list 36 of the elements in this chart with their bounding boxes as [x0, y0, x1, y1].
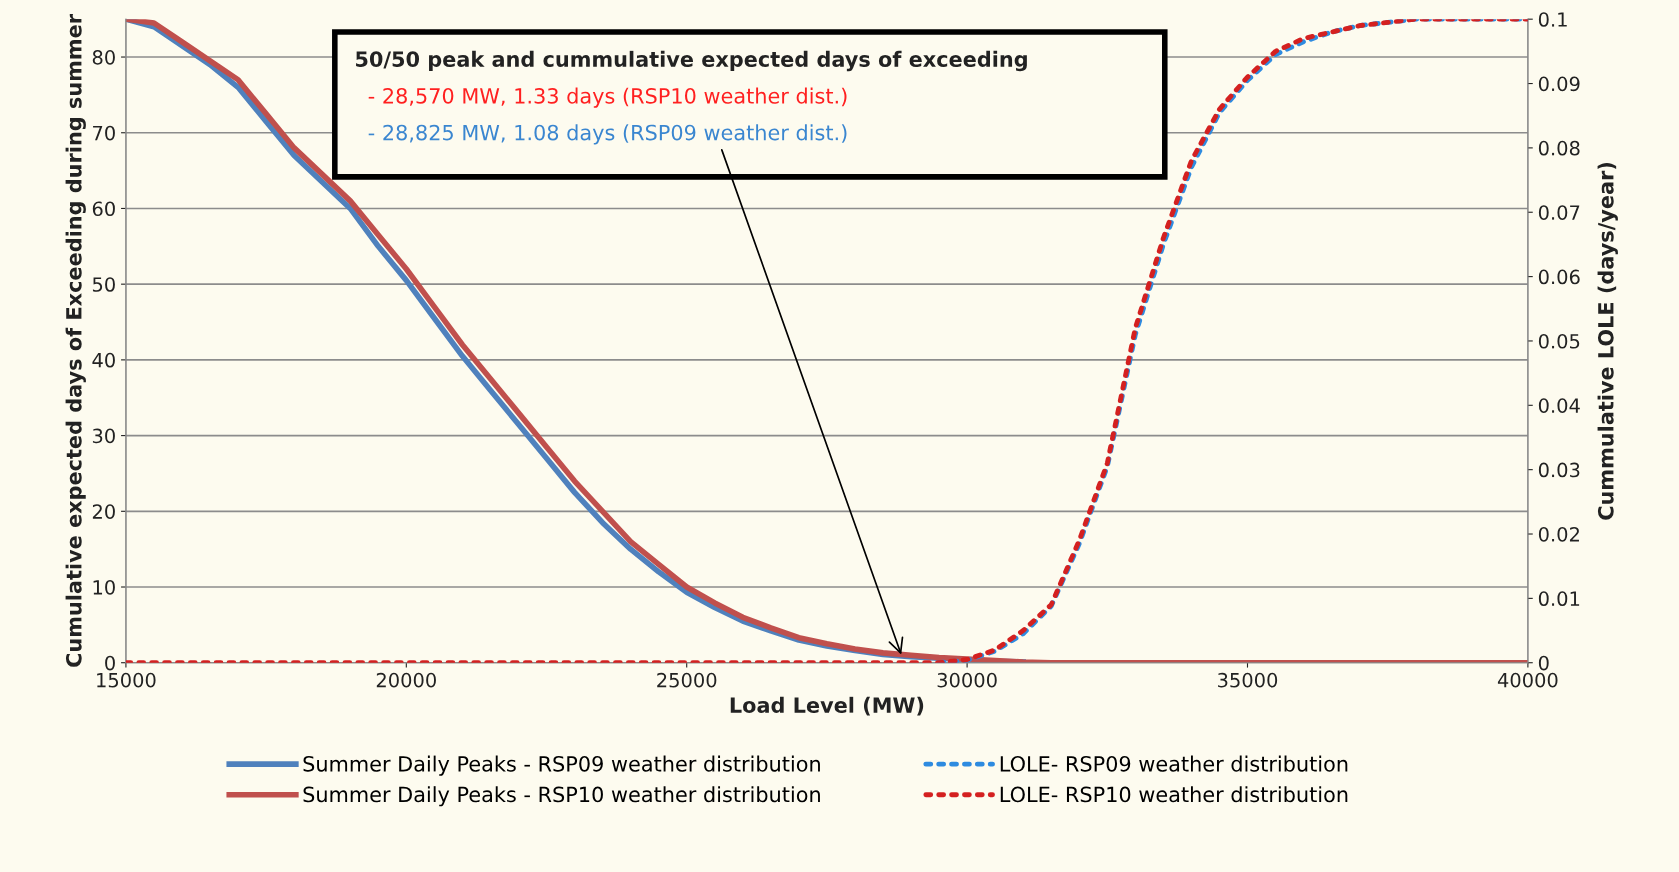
legend-label: LOLE- RSP09 weather distribution [1000, 755, 1348, 772]
y-tick-label: 10 [93, 579, 115, 595]
legend-label: LOLE- RSP10 weather distribution [1000, 786, 1348, 803]
y-axis-title: Cumulative expected days of Exceeding during summer [65, 14, 86, 667]
x-tick-label: 20000 [376, 672, 436, 688]
y2-tick-label: 0.03 [1538, 462, 1580, 478]
legend-label: Summer Daily Peaks - RSP09 weather distribution [303, 755, 820, 776]
y-tick-label: 0 [105, 655, 115, 671]
annotation: - 28,570 MW, 1.33 days (RSP10 weather dist.) [368, 87, 847, 108]
y2-axis-title: Cummulative LOLE (days/year) [1597, 162, 1618, 520]
y2-tick-label: 0 [1538, 655, 1549, 671]
x-tick-label: 30000 [937, 672, 997, 688]
y2-tick-label: 0.06 [1538, 269, 1580, 285]
y-tick-label: 40 [92, 352, 115, 368]
annotation: - 28,825 MW, 1.08 days (RSP09 weather dist.) [368, 124, 847, 145]
legend-label: Summer Daily Peaks - RSP10 weather distribution [303, 786, 820, 807]
y2-tick-label: 0.07 [1538, 205, 1580, 220]
y-tick-label: 70 [93, 125, 115, 141]
y2-tick-label: 0.1 [1538, 12, 1567, 27]
x-axis-title: Load Level (MW) [730, 696, 924, 716]
x-tick-label: 40000 [1497, 672, 1558, 688]
x-tick-label: 25000 [657, 672, 717, 688]
y-tick-label: 80 [92, 50, 115, 65]
y-tick-label: 60 [92, 201, 115, 217]
y-tick-label: 30 [92, 428, 115, 444]
x-tick-label: 15000 [97, 672, 156, 688]
y2-tick-label: 0.02 [1538, 526, 1579, 542]
y2-tick-label: 0.04 [1538, 398, 1580, 413]
y2-tick-label: 0.09 [1538, 76, 1580, 92]
y2-tick-label: 0.08 [1538, 140, 1580, 156]
y2-tick-label: 0.01 [1538, 591, 1580, 607]
x-tick-label: 35000 [1218, 672, 1278, 688]
y-tick-label: 20 [92, 504, 115, 519]
y2-tick-label: 0.05 [1538, 333, 1580, 349]
annotation: 50/50 peak and cummulative expected days of exceeding [356, 50, 1027, 72]
y-tick-label: 50 [92, 277, 115, 292]
